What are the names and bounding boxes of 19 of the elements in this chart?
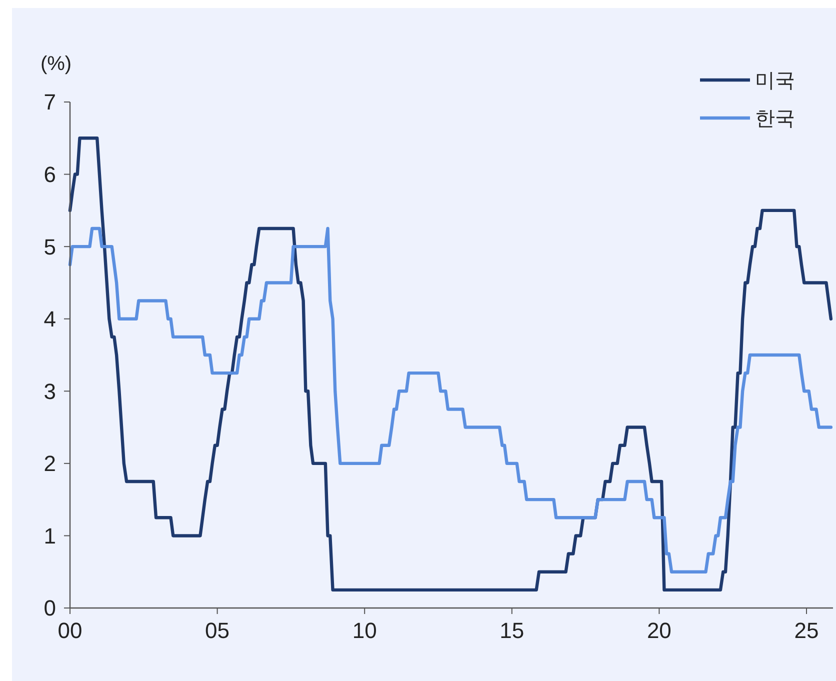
y-tick-label: 6 [44,162,56,187]
y-tick-label: 2 [44,451,56,476]
line-series [68,226,833,574]
x-tick-label: 25 [794,618,819,643]
x-tick-label: 10 [352,618,377,643]
y-tick-label: 4 [44,306,56,332]
y-tick-label: 5 [44,234,56,260]
x-tick-label: 15 [500,618,524,643]
x-tick-label: 00 [58,618,82,643]
y-tick-label: 7 [44,90,56,115]
y-tick-label: 1 [44,523,56,548]
y-tick-label: 3 [44,378,56,404]
x-tick-label: 05 [205,618,230,643]
x-tick-label: 20 [646,618,672,643]
line-series [68,136,833,592]
legend-label: 미국 [755,70,795,92]
y-tick-label: 0 [44,596,56,621]
legend-label: 한국 [755,108,795,130]
y-axis-title: (%) [40,53,72,75]
